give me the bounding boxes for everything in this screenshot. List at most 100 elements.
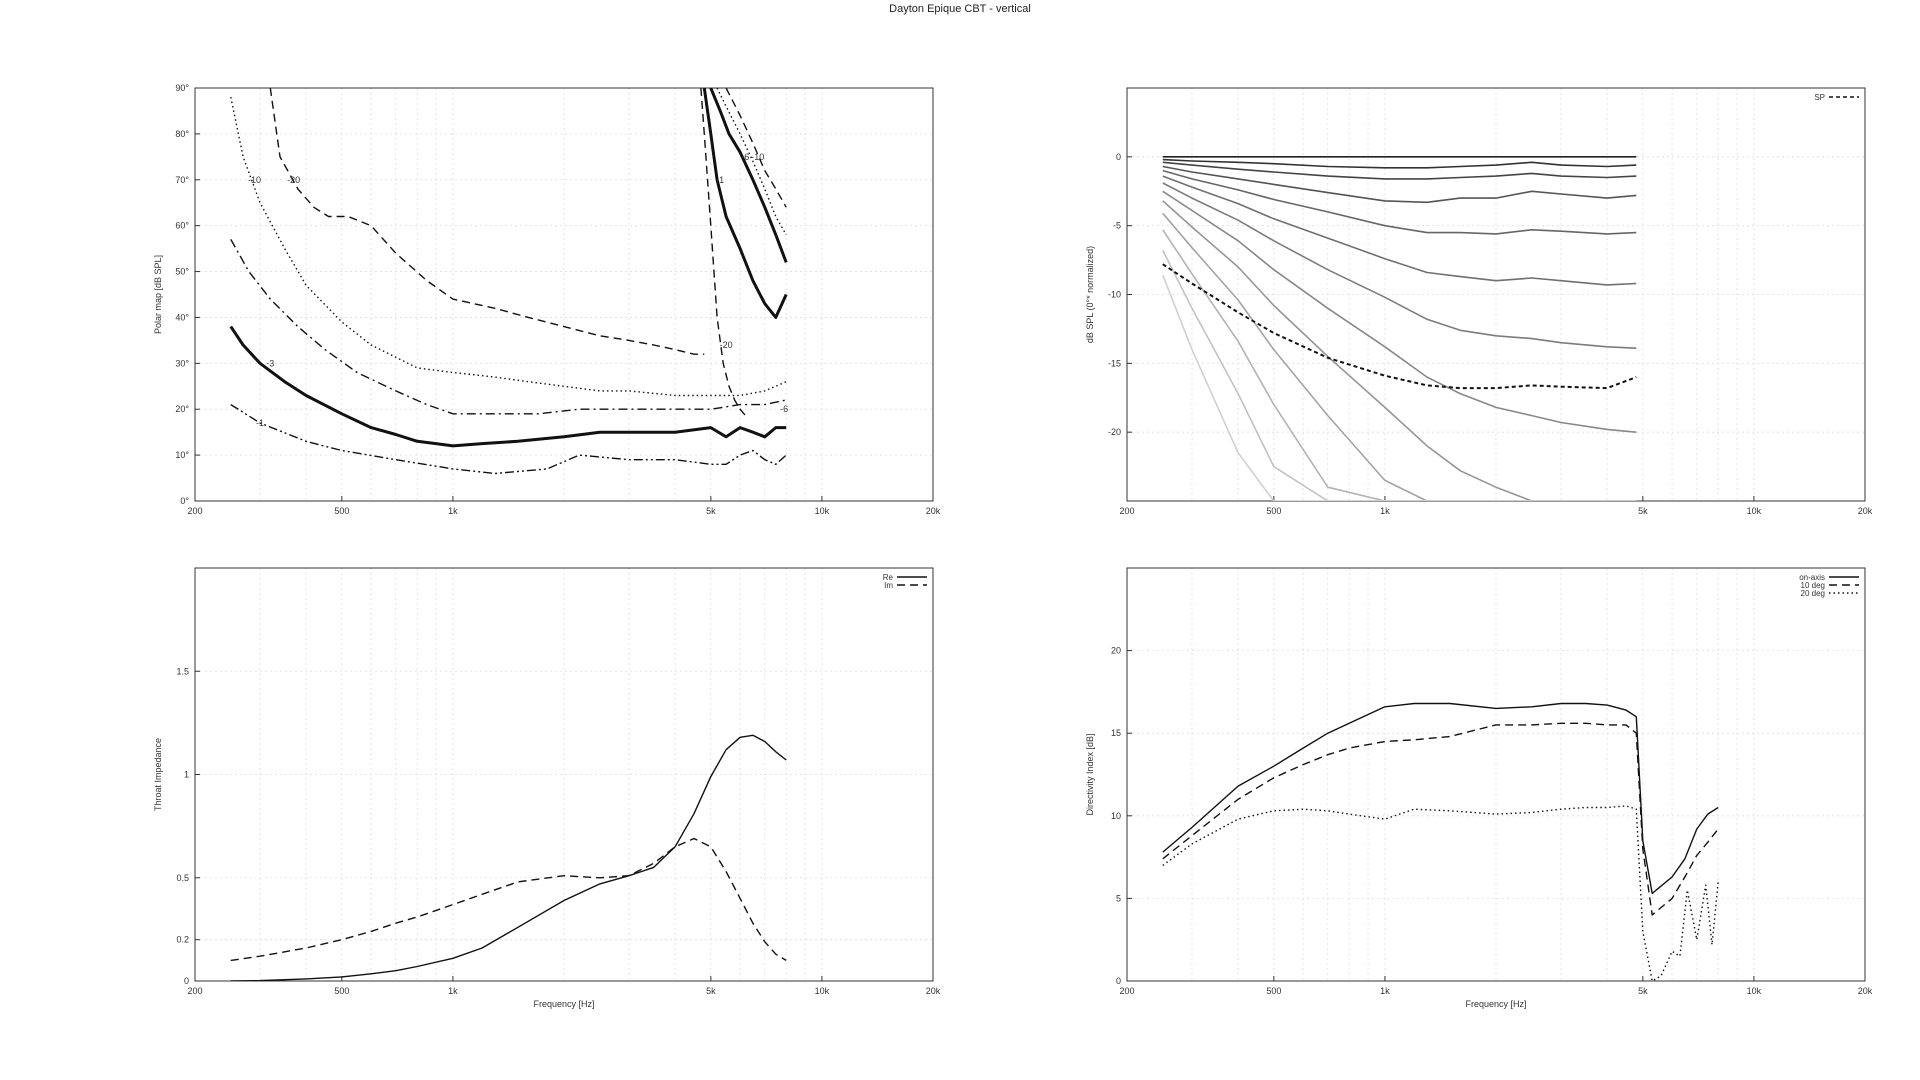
y-tick-label: 90° [175,83,189,93]
contour-label: -10 [248,175,261,185]
y-tick-label: -20 [1108,427,1121,437]
series-group [1162,702,1719,981]
x-tick-label: 200 [1119,506,1134,516]
y-axis-label: Polar map [dB SPL] [153,255,163,334]
x-tick-label: 20k [1858,986,1873,996]
series-group [1162,156,1637,501]
y-tick-label: 10 [1111,811,1121,821]
y-tick-label: 20° [175,404,189,414]
series-line-120 [1162,274,1637,501]
x-tick-label: 1k [448,506,458,516]
normalized-spl-panel: 200 500 1k 5k 10k 20k 0 -5 -10 -15 -20 dB SPL (0°* … [1085,87,1873,516]
y-tick-label: 15 [1111,728,1121,738]
series-line-curve-6 [709,88,788,263]
y-tick-label: -10 [1108,290,1121,300]
x-tick-label: 5k [1638,986,1648,996]
series-group [229,88,788,475]
y-tick-label: 0 [184,976,189,986]
y-tick-label: 5 [1116,893,1121,903]
x-tick-label: 200 [187,986,202,996]
y-axis-label: dB SPL (0°* normalized) [1085,246,1095,343]
series-line-im [230,837,787,962]
series-line-on-axis [1162,702,1719,895]
x-tick-label: 10k [815,506,830,516]
y-tick-label: 20 [1111,646,1121,656]
series-line-3 [229,325,787,448]
x-tick-label: 500 [334,986,349,996]
contour-label: -6 [741,152,749,162]
series-line-80 [1162,200,1637,501]
y-tick-label: 70° [175,175,189,185]
series-line-20 [269,88,705,355]
series-line-curve-8 [716,88,787,236]
plot-frame [194,87,934,502]
y-tick-label: 10° [175,450,189,460]
x-tick-label: 200 [1119,986,1134,996]
figure-title: Dayton Epique CBT - vertical [889,3,1031,15]
plot-frame [1126,567,1866,982]
series-line-30 [1162,165,1637,204]
grid [195,568,933,982]
legend-label: Im [884,581,893,590]
x-tick-label: 20k [1858,506,1873,516]
y-tick-label: 0.5 [176,873,189,883]
legend-label: SP [1814,93,1825,102]
x-tick-label: 5k [706,506,716,516]
series-line-10 [230,97,787,397]
x-tick-label: 10k [1747,986,1762,996]
series-line-110 [1162,250,1637,501]
grid [1127,88,1865,501]
legend-label: 20 deg [1801,589,1825,598]
series-line-20-deg [1162,805,1719,981]
contour-label: -20 [720,340,733,350]
x-tick-label: 500 [334,506,349,516]
series-line-sp [1162,263,1637,390]
y-tick-label: 0 [1116,152,1121,162]
x-tick-label: 500 [1266,506,1281,516]
legend-label: 10 deg [1801,581,1825,590]
series-line-20 [1162,161,1637,180]
x-tick-label: 20k [926,506,941,516]
x-tick-label: 1k [1380,506,1390,516]
series-line-60 [1162,182,1637,349]
x-tick-label: 10k [815,986,830,996]
y-axis-label: Throat Impedance [153,738,163,811]
y-tick-label: 30° [175,358,189,368]
legend-label: Re [883,573,894,582]
series-line-100 [1162,229,1637,501]
series-group [230,734,787,981]
x-tick-label: 20k [926,986,941,996]
grid [195,87,933,502]
y-tick-label: -5 [1113,221,1121,231]
y-tick-label: 0.2 [176,935,189,945]
contour-label: -10 [751,152,764,162]
contour-label: -20 [287,175,300,185]
y-tick-label: 80° [175,129,189,139]
y-tick-label: 1.5 [176,666,189,676]
contour-label: -1 [716,175,724,185]
series-line-70 [1162,190,1637,433]
y-tick-label: 60° [175,221,189,231]
contour-label: -6 [780,404,788,414]
series-line-6 [230,239,787,415]
series-line-40 [1162,169,1637,235]
series-line-re [230,734,787,981]
y-tick-label: 40° [175,312,189,322]
y-tick-label: 0° [180,496,189,506]
series-line-curve-5 [702,88,788,319]
polar-map-panel: 200 500 1k 5k 10k 20k 0° 10° 20° 30° 40° 50° 60° 70° 8… [153,83,941,516]
y-tick-label: 0 [1116,976,1121,986]
contour-label: -1 [256,418,264,428]
series-line-50 [1162,175,1637,286]
x-tick-label: 5k [1638,506,1648,516]
grid [1127,568,1865,982]
y-axis-label: Directivity Index [dB] [1085,733,1095,815]
directivity-index-panel: 200 500 1k 5k 10k 20k 0 5 10 15 20 Directivity Inde… [1085,567,1873,1009]
x-axis-label: Frequency [Hz] [1465,999,1526,1009]
x-tick-label: 1k [448,986,458,996]
series-line-10 [1162,158,1637,169]
x-tick-label: 500 [1266,986,1281,996]
